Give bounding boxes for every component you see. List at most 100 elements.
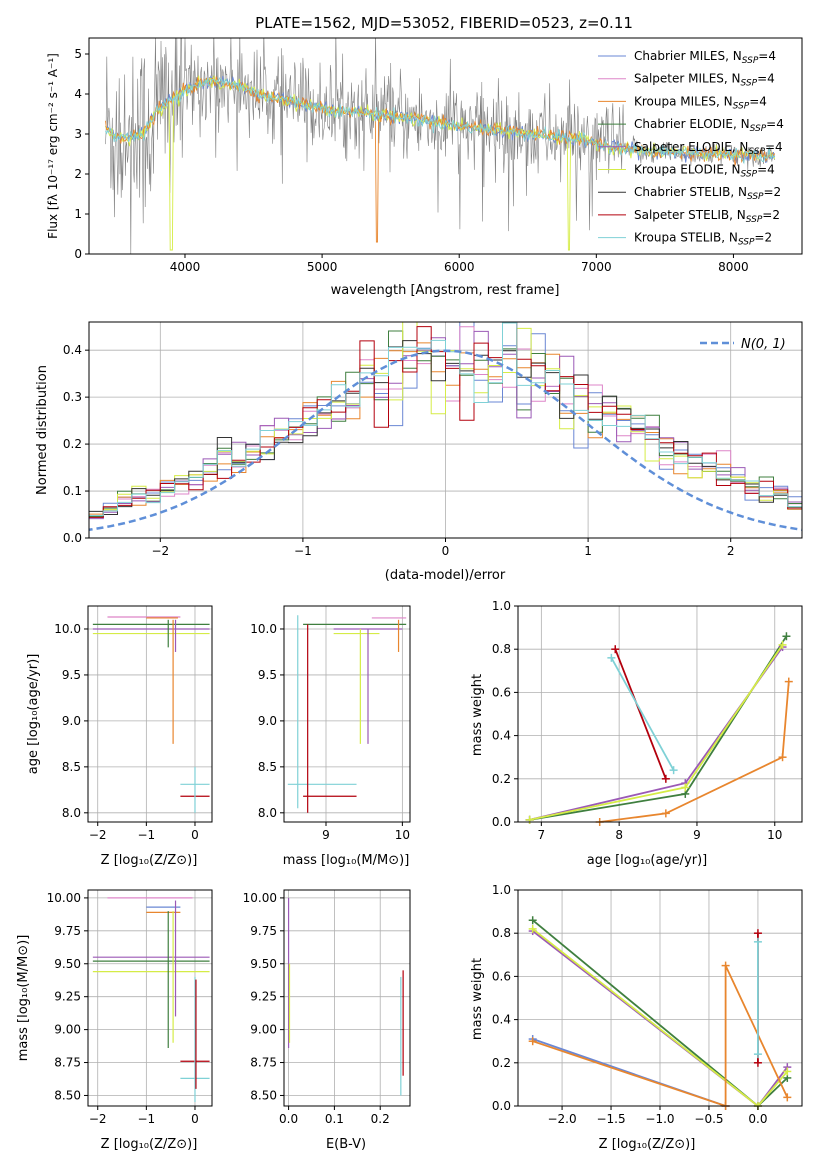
x-tick-label: 0.1 [325,1112,344,1126]
panel-ticks: −2.0 −1.5 −1.0 −0.5 0.0 0.0 0.2 0.4 0.6 0.8 1.0 [492,883,768,1126]
x-tick-label: −2 [151,544,169,558]
weight-series-line [532,919,788,1106]
weight-series-line [610,657,675,771]
y-tick-label: 0.6 [492,969,511,983]
y-tick-label: 0.8 [492,926,511,940]
x-tick-label: −0.5 [694,1112,723,1126]
panel-series [525,632,793,826]
panel-ticks: 0.0 0.1 0.2 8.50 8.75 9.00 9.25 9.50 9.75 10.00 [243,891,390,1126]
panel-ticks: 9 10 8.0 8.5 9.0 9.5 10.0 [250,622,410,842]
spectrum-legend: Chabrier MILES, NSSP=4 Salpeter MILES, NS… [598,49,784,248]
weight-series-line [532,965,789,1106]
y-tick-label: 0.4 [492,729,511,743]
spectrum-ylabel: Flux [fλ 10⁻¹⁷ erg cm⁻² s⁻¹ A⁻¹] [46,53,60,239]
y-tick-label: 5 [74,47,82,61]
panel-grid [88,606,212,822]
legend-label: Salpeter MILES, NSSP=4 [634,72,775,89]
y-tick-label: 9.75 [250,924,277,938]
x-tick-label: 0 [191,828,199,842]
weight-series-line [529,644,784,821]
panel-frame [517,605,803,823]
y-tick-label: 0.3 [63,390,82,404]
x-tick-label: −1.0 [645,1112,674,1126]
y-tick-label: 4 [74,87,82,101]
legend-label: Kroupa MILES, NSSP=4 [634,94,767,111]
spectrum-xlabel: wavelength [Angstrom, rest frame] [331,283,560,298]
normal-legend-label: N(0, 1) [741,337,786,352]
x-tick-label: 10 [395,828,410,842]
histogram-step-line [89,322,802,516]
y-tick-label: 9.5 [258,668,277,682]
x-tick-label: 0.2 [371,1112,390,1126]
mass-vs-ebv-xlabel: E(B-V) [326,1137,366,1152]
x-tick-label: 10 [767,828,782,842]
y-tick-label: 9.0 [258,714,277,728]
legend-label: Chabrier MILES, NSSP=4 [634,49,776,66]
panel-frame [283,889,411,1107]
x-tick-label: 0.0 [279,1112,298,1126]
panel-ticks: −2 −1 0 8.50 8.75 9.00 9.25 9.50 9.75 10.00 [47,891,199,1126]
y-tick-label: 10.00 [243,891,277,905]
y-tick-label: 8.75 [54,1056,81,1070]
y-tick-label: 0.2 [492,1056,511,1070]
y-tick-label: 9.75 [54,924,81,938]
mass-vs-Z-ylabel: mass [log₁₀(M/M⊙)] [16,935,31,1062]
y-tick-label: 8.50 [54,1088,81,1102]
age-vs-mass-panel: 9 10 8.0 8.5 9.0 9.5 10.0 [250,605,411,842]
panel-grid [518,889,802,1107]
histogram-series [89,322,802,532]
y-tick-label: 0.4 [63,343,82,357]
y-tick-label: 9.5 [62,668,81,682]
y-tick-label: 2 [74,167,82,181]
y-tick-label: 9.25 [250,990,277,1004]
legend-label: Salpeter STELIB, NSSP=2 [634,208,780,225]
y-tick-label: 10.00 [47,891,81,905]
histogram-xlabel: (data-model)/error [385,568,506,583]
y-tick-label: 10.0 [250,622,277,636]
massweight-Z-ylabel: mass weight [470,958,485,1040]
y-tick-label: 0.2 [63,437,82,451]
histogram-legend: N(0, 1) [700,337,786,352]
x-tick-label: −2 [89,1112,107,1126]
legend-label: Kroupa ELODIE, NSSP=4 [634,163,775,180]
panel-series [92,897,210,1103]
panel-series [92,616,210,813]
weight-series-line [614,648,667,780]
y-tick-label: 8.5 [258,760,277,774]
y-tick-label: 0.0 [63,531,82,545]
histogram-step-line [89,330,802,520]
weight-series-line [532,928,788,1106]
x-tick-label: 8000 [718,260,749,274]
panel-grid [284,890,410,1106]
y-tick-label: 8.50 [250,1088,277,1102]
figure-title: PLATE=1562, MJD=53052, FIBERID=0523, z=0… [255,14,633,32]
panel-grid [88,890,212,1106]
x-tick-label: 7000 [581,260,612,274]
x-tick-label: 0 [442,544,450,558]
x-tick-label: 9 [693,828,701,842]
x-tick-label: 5000 [307,260,338,274]
mass-vs-ebv-panel: 0.0 0.1 0.2 8.50 8.75 9.00 9.25 9.50 9.75 10.00 [243,889,411,1126]
panel-grid [284,606,410,822]
y-tick-label: 9.50 [54,957,81,971]
legend-label: Salpeter ELODIE, NSSP=4 [634,140,783,157]
y-tick-label: 0.8 [492,642,511,656]
legend-label: Kroupa STELIB, NSSP=2 [634,231,772,248]
x-tick-label: 4000 [170,260,201,274]
y-tick-label: 1.0 [492,883,511,897]
panel-frame [87,889,213,1107]
panel-ticks: 7 8 9 10 0.0 0.2 0.4 0.6 0.8 1.0 [492,599,783,842]
x-tick-label: −1 [294,544,312,558]
y-tick-label: 0.4 [492,1013,511,1027]
age-vs-Z-xlabel: Z [log₁₀(Z/Z⊙)] [101,853,198,868]
panel-frame [87,605,213,823]
x-tick-label: −2 [89,828,107,842]
x-tick-label: 1 [584,544,592,558]
weight-series-line [599,681,790,822]
histogram-panel: −2 −1 0 1 2 0.0 0.1 0.2 0.3 0.4 N(0, 1) (data-mod… [35,321,803,583]
massweight-Z-xlabel: Z [log₁₀(Z/Z⊙)] [599,1137,696,1152]
y-tick-label: 0.6 [492,685,511,699]
x-tick-label: 7 [538,828,546,842]
x-tick-label: −1.5 [596,1112,625,1126]
